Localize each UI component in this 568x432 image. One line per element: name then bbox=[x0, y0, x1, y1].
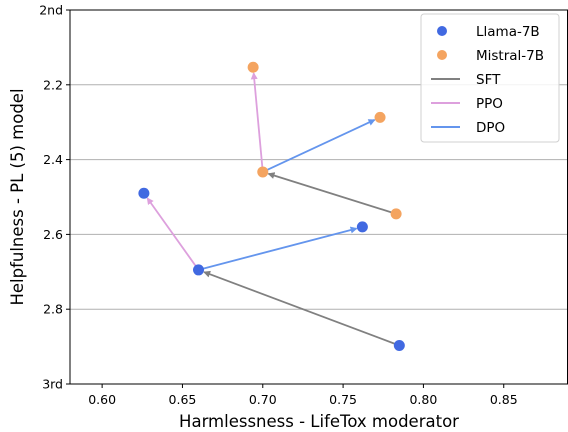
y-tick-label: 2.2 bbox=[43, 77, 63, 92]
y-tick-label: 2.8 bbox=[43, 302, 63, 317]
y-tick-label: 2.4 bbox=[43, 152, 63, 167]
legend-box bbox=[420, 13, 560, 143]
y-tick-label: 3rd bbox=[42, 377, 63, 392]
legend-label-ppo: PPO bbox=[476, 96, 503, 112]
dpo-arrow bbox=[262, 119, 376, 173]
points-layer bbox=[138, 61, 405, 351]
x-tick-label: 0.60 bbox=[88, 392, 116, 407]
legend-label-dpo: DPO bbox=[476, 120, 505, 136]
y-tick-label: 2nd bbox=[39, 3, 63, 18]
y-tick-label: 2.6 bbox=[43, 227, 63, 242]
legend-marker-llama-7b bbox=[437, 26, 447, 36]
mistral-7b-point bbox=[374, 111, 386, 123]
legend-label-llama-7b: Llama-7B bbox=[476, 24, 540, 40]
llama-7b-point bbox=[356, 221, 368, 233]
x-tick-label: 0.85 bbox=[490, 392, 518, 407]
x-tick-label: 0.65 bbox=[169, 392, 197, 407]
llama-7b-point bbox=[193, 264, 205, 276]
sft-arrow bbox=[267, 172, 397, 215]
legend-label-mistral-7b: Mistral-7B bbox=[476, 48, 544, 64]
mistral-7b-point bbox=[390, 208, 402, 220]
ppo-arrow bbox=[146, 197, 200, 271]
legend-label-sft: SFT bbox=[476, 72, 501, 88]
x-tick-label: 0.80 bbox=[409, 392, 437, 407]
sft-arrow bbox=[203, 270, 400, 347]
x-tick-label: 0.70 bbox=[249, 392, 277, 407]
mistral-7b-point bbox=[247, 61, 259, 73]
arrows-layer bbox=[146, 72, 400, 347]
llama-7b-point bbox=[393, 339, 405, 351]
x-tick-label: 0.75 bbox=[329, 392, 357, 407]
y-axis-label: Helpfulness - PL (5) model bbox=[8, 88, 27, 305]
mistral-7b-point bbox=[257, 166, 269, 178]
legend-marker-mistral-7b bbox=[437, 50, 447, 60]
dpo-arrow bbox=[198, 226, 358, 271]
llama-7b-point bbox=[138, 187, 150, 199]
legend: Llama-7B Mistral-7B SFT PPO DPO bbox=[420, 13, 560, 143]
x-axis-label: Harmlessness - LifeTox moderator bbox=[179, 412, 459, 431]
ppo-arrow bbox=[250, 72, 264, 173]
tick-layer: 0.60 0.65 0.70 0.75 0.80 0.85 2nd 2.2 2.4 2.6 2.8 3… bbox=[39, 3, 517, 408]
